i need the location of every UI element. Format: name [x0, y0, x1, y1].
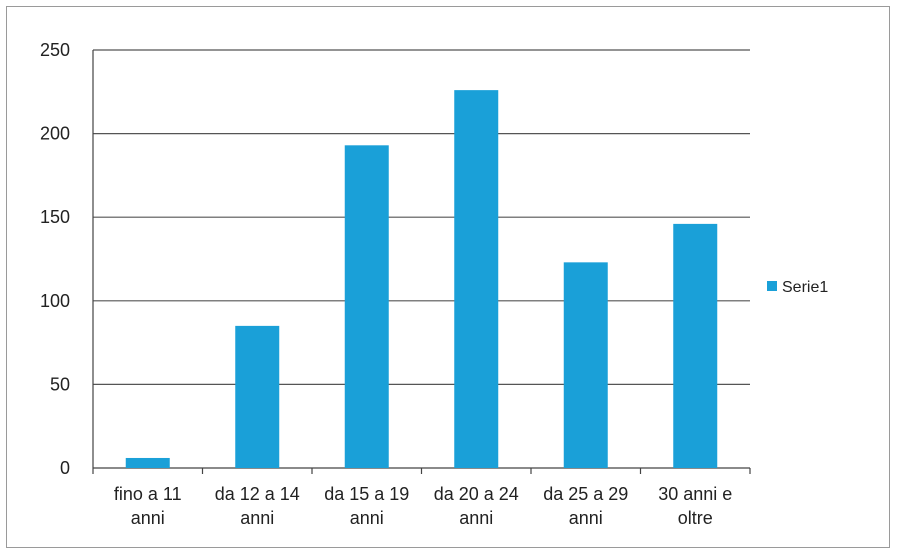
y-axis: 0 50 100 150 200 250: [40, 40, 94, 478]
legend-label-serie1: Serie1: [782, 279, 828, 296]
x-category-label-line: da 15 a 19: [324, 484, 409, 504]
bar: [454, 90, 499, 469]
x-category-label: fino a 11 anni: [114, 484, 182, 528]
x-category-label: da 15 a 19 anni: [324, 484, 409, 528]
legend: Serie1: [767, 279, 828, 296]
x-category-label-line: anni: [131, 508, 165, 528]
x-category-label-line: da 20 a 24: [434, 484, 519, 504]
x-category-label-line: 30 anni e: [658, 484, 732, 504]
x-category-label: 30 anni e oltre: [658, 484, 732, 528]
bar: [563, 262, 608, 468]
chart-frame: [6, 6, 890, 548]
x-category-label: da 25 a 29 anni: [543, 484, 628, 528]
bar: [125, 457, 170, 468]
bar: [344, 145, 389, 468]
x-category-label: da 12 a 14 anni: [215, 484, 300, 528]
y-tick-label: 100: [40, 291, 70, 311]
x-category-label-line: anni: [459, 508, 493, 528]
x-category-label-line: anni: [569, 508, 603, 528]
x-category-label: da 20 a 24 anni: [434, 484, 519, 528]
x-axis: fino a 11 anni da 12 a 14 anni da 15 a 19 ann…: [92, 467, 751, 528]
x-category-label-line: oltre: [678, 508, 713, 528]
x-category-label-line: da 25 a 29: [543, 484, 628, 504]
y-tick-label: 50: [50, 374, 70, 394]
x-category-label-line: da 12 a 14: [215, 484, 300, 504]
y-tick-label: 250: [40, 40, 70, 60]
gridlines: [93, 49, 750, 385]
x-category-label-line: anni: [350, 508, 384, 528]
y-tick-label: 200: [40, 124, 70, 144]
x-category-label-line: anni: [240, 508, 274, 528]
bar: [235, 325, 280, 468]
bar: [673, 223, 718, 468]
y-tick-label: 0: [60, 458, 70, 478]
bars: [125, 90, 718, 469]
y-tick-label: 150: [40, 207, 70, 227]
legend-swatch: [767, 281, 777, 291]
x-category-label-line: fino a 11: [114, 484, 182, 504]
